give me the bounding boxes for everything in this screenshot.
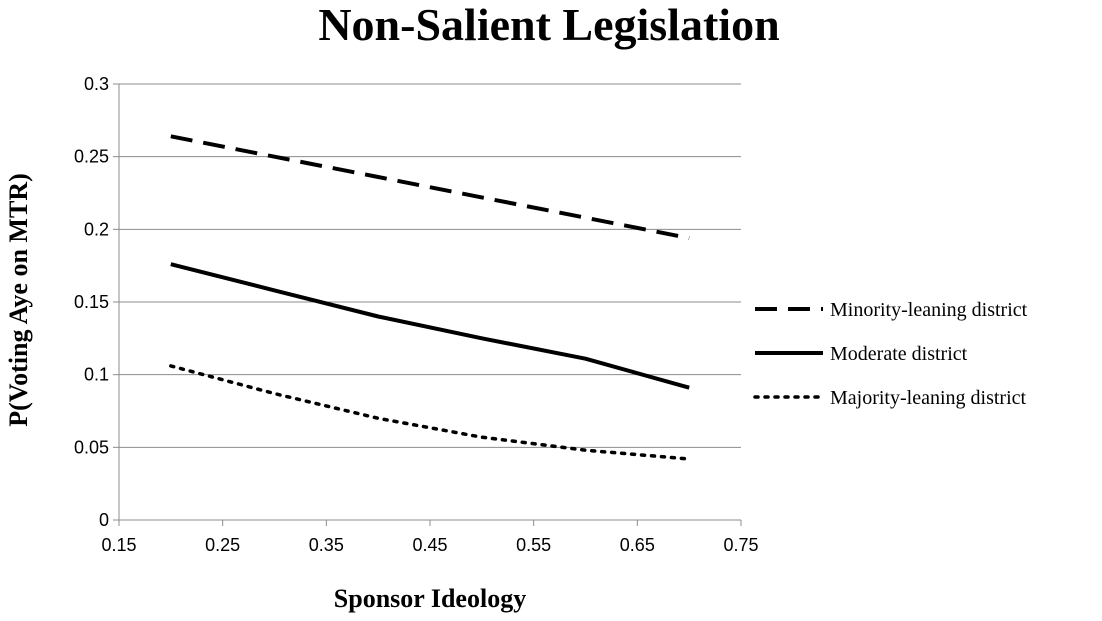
chart-title: Non-Salient Legislation [318,0,779,50]
y-tick-label: 0 [99,510,109,530]
series-line-minority-leaning-district [170,134,690,241]
x-tick-label: 0.75 [723,535,758,555]
x-tick-label: 0.55 [516,535,551,555]
series-line-majority-leaning-district [169,364,691,461]
series-line-moderate-district [170,262,690,390]
x-tick-label: 0.15 [101,535,136,555]
series-lines [169,134,691,461]
legend-label: Minority-leaning district [830,299,1028,321]
y-tick-label: 0.15 [74,292,109,312]
y-tick-label: 0.25 [74,147,109,167]
x-axis-title: Sponsor Ideology [334,584,526,613]
x-tick-label: 0.35 [309,535,344,555]
legend-label: Moderate district [830,343,968,365]
y-axis-title: P(Voting Aye on MTR) [4,173,33,427]
legend-label: Majority-leaning district [830,387,1027,409]
legend: Minority-leaning district Moderate distri… [753,299,1028,409]
y-tick-label: 0.3 [84,74,109,94]
x-tick-label: 0.65 [620,535,655,555]
y-tick-label: 0.05 [74,437,109,457]
y-tick-label: 0.1 [84,365,109,385]
x-tick-label: 0.45 [412,535,447,555]
y-tick-label: 0.2 [84,219,109,239]
x-tick-label: 0.25 [205,535,240,555]
grid [119,83,741,448]
axes: 0 0.05 0.1 0.15 0.2 0.25 0.3 0.15 0.25 0.35 0.45 0.… [74,74,759,555]
